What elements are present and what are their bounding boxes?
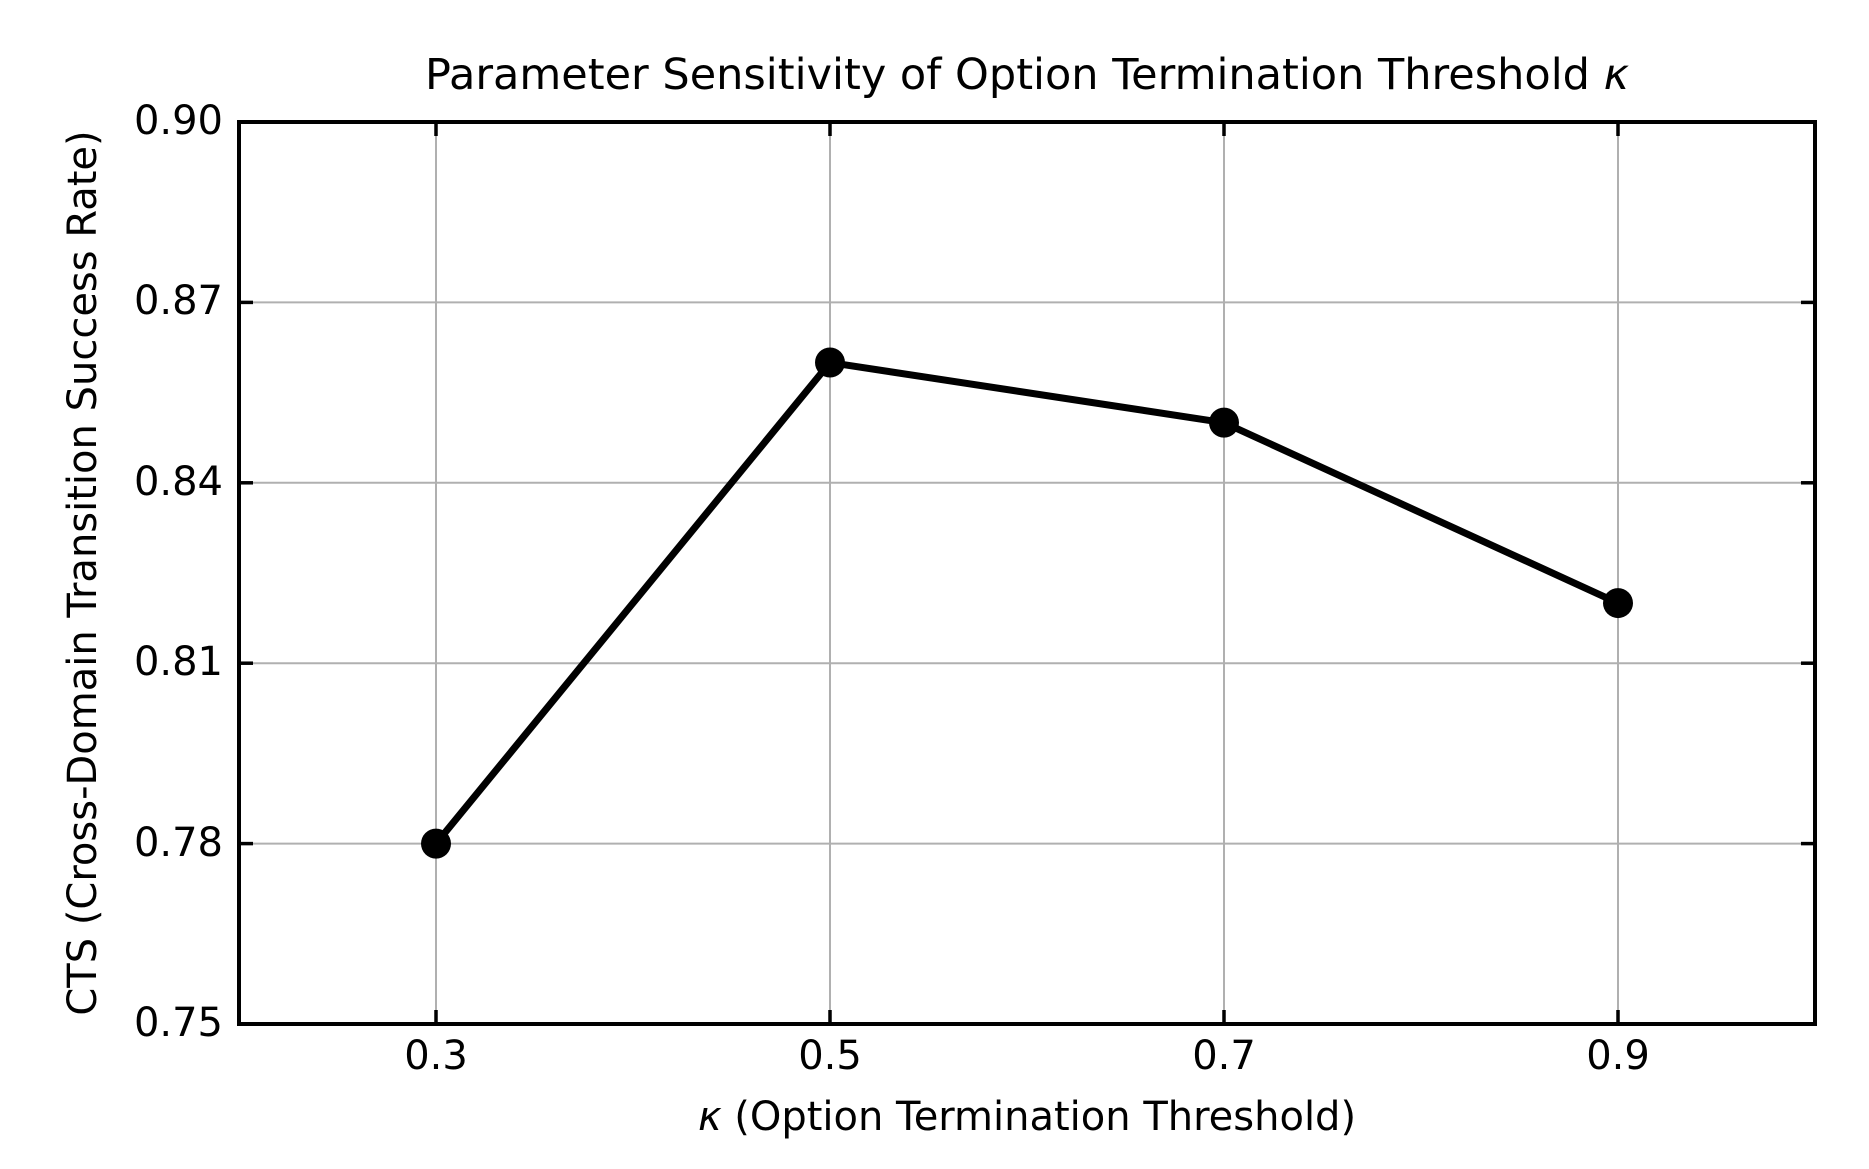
data-point-marker — [1209, 407, 1239, 438]
x-tick-label: 0.5 — [798, 1033, 862, 1079]
y-axis-label: CTS (Cross-Domain Transition Success Rat… — [60, 130, 106, 1016]
y-tick-label: 0.87 — [133, 278, 223, 325]
y-tick-label: 0.90 — [133, 98, 223, 145]
chart-title: Parameter Sensitivity of Option Terminat… — [425, 50, 1629, 100]
plot-frame — [237, 120, 1817, 1026]
x-tick-label: 0.9 — [1586, 1033, 1650, 1079]
y-tick-label: 0.75 — [133, 1000, 223, 1047]
data-point-marker — [421, 828, 451, 859]
x-axis-label: κ (Option Termination Threshold) — [698, 1094, 1356, 1140]
x-axis-label-text: (Option Termination Threshold) — [721, 1094, 1357, 1140]
kappa-symbol: κ — [1603, 50, 1629, 100]
data-point-marker — [815, 347, 845, 378]
x-tick-label: 0.7 — [1192, 1033, 1256, 1079]
y-tick-label: 0.81 — [133, 639, 223, 686]
kappa-symbol: κ — [697, 1094, 722, 1140]
y-tick-label: 0.78 — [133, 819, 223, 866]
data-line — [433, 359, 1620, 846]
x-tick-label: 0.3 — [404, 1033, 468, 1079]
y-tick-label: 0.84 — [133, 458, 223, 505]
data-point-marker — [1603, 588, 1633, 619]
chart-title-text: Parameter Sensitivity of Option Terminat… — [425, 50, 1604, 100]
